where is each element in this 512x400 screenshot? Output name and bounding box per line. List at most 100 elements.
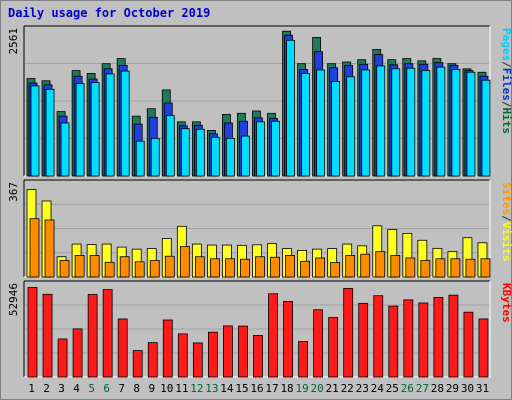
bar-sites-day-30 [465, 258, 476, 278]
bar-kbytes-day-18 [283, 301, 293, 378]
panel-2-legend: Sites/Visits [500, 182, 512, 262]
x-tick-label-day-28: 28 [431, 382, 444, 395]
bar-pages-day-6 [105, 73, 115, 177]
bar-kbytes-day-24 [373, 295, 384, 378]
bar-kbytes-day-12 [192, 342, 203, 378]
bar-sites-day-19 [300, 260, 310, 278]
bar-pages-day-10 [165, 115, 175, 177]
bar-pages-day-11 [180, 128, 190, 177]
panel-3-legend: KBytes [500, 283, 512, 323]
bar-pages-day-8 [135, 140, 145, 177]
x-tick-label-day-18: 18 [280, 382, 293, 395]
bar-sites-day-13 [209, 258, 220, 278]
x-tick-label-day-12: 12 [190, 382, 203, 395]
x-tick-label-day-4: 4 [73, 382, 80, 395]
bar-pages-day-21 [331, 80, 341, 177]
bar-sites-day-21 [330, 262, 341, 278]
bar-kbytes-day-2 [42, 293, 53, 378]
bar-sites-day-7 [119, 256, 130, 278]
bar-kbytes-day-13 [207, 331, 218, 378]
bar-kbytes-day-17 [268, 293, 278, 378]
bar-kbytes-day-27 [418, 302, 429, 378]
bar-pages-day-19 [301, 72, 310, 177]
legend-entry: KBytes [500, 283, 512, 323]
legend-entry: / [500, 101, 512, 108]
x-tick-label-day-27: 27 [416, 382, 429, 395]
x-tick-label-day-20: 20 [311, 382, 324, 395]
x-tick-label-day-21: 21 [326, 382, 339, 395]
bar-kbytes-day-20 [313, 309, 324, 378]
bar-sites-day-8 [134, 261, 145, 278]
bar-sites-day-1 [29, 218, 40, 278]
bar-sites-day-11 [179, 246, 190, 278]
bar-kbytes-day-29 [448, 294, 459, 378]
bar-kbytes-day-21 [328, 317, 339, 378]
bar-kbytes-day-14 [223, 325, 233, 378]
x-tick-label-day-29: 29 [446, 382, 459, 395]
x-tick-label-day-16: 16 [250, 382, 263, 395]
bar-sites-day-17 [270, 256, 280, 278]
bar-kbytes-day-19 [298, 341, 308, 378]
legend-entry: Sites [500, 182, 512, 215]
bar-sites-day-9 [149, 260, 160, 278]
bar-pages-day-31 [481, 79, 491, 177]
bar-kbytes-day-31 [478, 318, 489, 378]
bar-kbytes-day-16 [253, 335, 263, 378]
bar-pages-day-1 [30, 85, 40, 177]
bar-sites-day-6 [104, 261, 115, 278]
legend-entry: Visits [500, 222, 512, 262]
x-tick-label-day-26: 26 [401, 382, 414, 395]
bar-sites-day-22 [345, 255, 356, 278]
legend-entry: Hits [500, 108, 512, 135]
chart-title: Daily usage for October 2019 [8, 6, 211, 20]
bar-pages-day-15 [241, 135, 250, 177]
bar-sites-day-27 [420, 260, 431, 278]
x-tick-label-day-8: 8 [133, 382, 140, 395]
bar-sites-day-18 [285, 255, 295, 278]
legend-entry: / [500, 61, 512, 68]
panel-3-ymax-label: 52946 [7, 283, 20, 316]
x-tick-label-day-9: 9 [148, 382, 155, 395]
bar-pages-day-3 [60, 122, 70, 177]
bar-kbytes-day-4 [72, 328, 83, 378]
x-tick-label-day-5: 5 [88, 382, 95, 395]
legend-entry: / [500, 215, 512, 222]
bar-kbytes-day-25 [388, 305, 399, 378]
bar-pages-day-17 [271, 120, 280, 177]
bar-pages-day-23 [361, 69, 371, 177]
bar-pages-day-13 [210, 136, 220, 177]
bar-pages-day-7 [120, 70, 130, 177]
bar-kbytes-day-26 [403, 299, 414, 378]
x-tick-label-day-17: 17 [265, 382, 278, 395]
x-tick-label-day-23: 23 [356, 382, 369, 395]
bar-kbytes-day-10 [162, 319, 173, 378]
bar-sites-day-15 [240, 258, 250, 278]
bar-sites-day-4 [74, 255, 85, 278]
bar-sites-day-2 [44, 219, 55, 278]
bar-sites-day-23 [360, 253, 371, 278]
bar-pages-day-30 [466, 71, 476, 177]
x-tick-label-day-6: 6 [103, 382, 110, 395]
bar-pages-day-24 [376, 65, 386, 177]
bar-sites-day-14 [225, 258, 235, 278]
x-tick-label-day-11: 11 [175, 382, 188, 395]
x-tick-label-day-31: 31 [476, 382, 489, 395]
x-tick-label-day-14: 14 [220, 382, 234, 395]
x-tick-label-day-7: 7 [118, 382, 125, 395]
bar-sites-day-26 [405, 257, 416, 278]
bar-pages-day-20 [316, 69, 326, 177]
bar-pages-day-18 [286, 39, 295, 177]
bar-pages-day-4 [75, 83, 85, 177]
panel-2-ymax-label: 367 [7, 182, 20, 202]
bar-sites-day-5 [89, 255, 100, 278]
x-tick-label-day-13: 13 [205, 382, 218, 395]
bar-kbytes-day-7 [117, 318, 128, 378]
panel-1-legend: Pages/Files/Hits [500, 28, 512, 134]
bar-kbytes-day-9 [147, 342, 158, 378]
bar-sites-day-16 [255, 256, 265, 278]
bar-pages-day-28 [436, 66, 446, 177]
bar-kbytes-day-1 [27, 287, 38, 378]
legend-entry: Pages [500, 28, 512, 61]
bar-sites-day-24 [375, 251, 386, 278]
bar-pages-day-5 [90, 82, 100, 177]
